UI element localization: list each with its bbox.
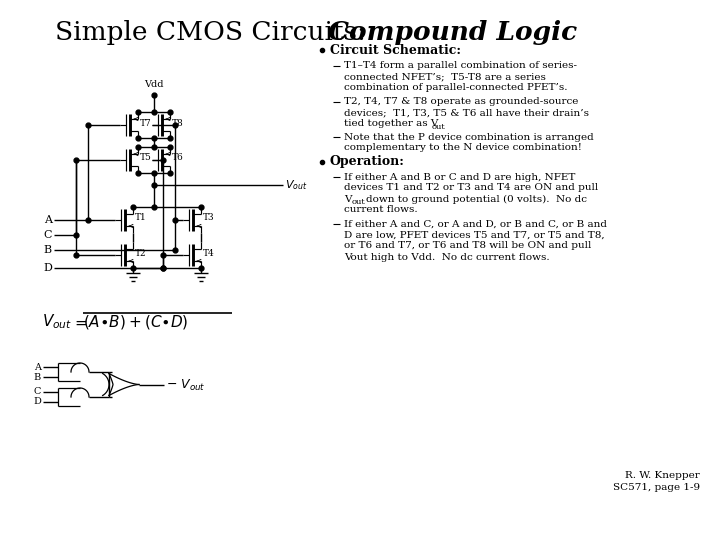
- Text: out: out: [432, 123, 446, 131]
- Text: connected NFET’s;  T5-T8 are a series: connected NFET’s; T5-T8 are a series: [344, 72, 546, 82]
- Text: $=$: $=$: [72, 314, 88, 329]
- Text: B: B: [44, 245, 52, 255]
- Text: V: V: [344, 194, 351, 204]
- Text: $(A{\bullet}B) + (C{\bullet}D)$: $(A{\bullet}B) + (C{\bullet}D)$: [83, 313, 189, 331]
- Text: If either A and B or C and D are high, NFET: If either A and B or C and D are high, N…: [344, 172, 575, 181]
- Text: C: C: [43, 230, 52, 240]
- Text: T8: T8: [172, 118, 184, 127]
- Text: complementary to the N device combination!: complementary to the N device combinatio…: [344, 144, 582, 152]
- Text: T5: T5: [140, 153, 152, 163]
- Text: current flows.: current flows.: [344, 206, 418, 214]
- Text: T1–T4 form a parallel combination of series-: T1–T4 form a parallel combination of ser…: [344, 62, 577, 71]
- Text: T4: T4: [203, 248, 215, 258]
- Text: SC571, page 1-9: SC571, page 1-9: [613, 483, 700, 492]
- Text: Circuit Schematic:: Circuit Schematic:: [330, 44, 461, 57]
- Text: A: A: [34, 362, 41, 372]
- Text: devices T1 and T2 or T3 and T4 are ON and pull: devices T1 and T2 or T3 and T4 are ON an…: [344, 184, 598, 192]
- Text: D: D: [43, 263, 52, 273]
- Text: C: C: [34, 388, 41, 396]
- Text: T2: T2: [135, 248, 147, 258]
- Text: out: out: [352, 198, 366, 206]
- Text: Simple CMOS Circuits:: Simple CMOS Circuits:: [55, 20, 382, 45]
- Text: Compound Logic: Compound Logic: [328, 20, 577, 45]
- Text: Operation:: Operation:: [330, 156, 405, 168]
- Text: Vout high to Vdd.  No dc current flows.: Vout high to Vdd. No dc current flows.: [344, 253, 549, 261]
- Text: Note that the P device combination is arranged: Note that the P device combination is ar…: [344, 132, 594, 141]
- Text: or T6 and T7, or T6 and T8 will be ON and pull: or T6 and T7, or T6 and T8 will be ON an…: [344, 241, 591, 251]
- Text: $-\ V_{out}$: $-\ V_{out}$: [166, 378, 206, 393]
- Text: T7: T7: [140, 118, 152, 127]
- Text: A: A: [44, 215, 52, 225]
- Text: devices;  T1, T3, T5 & T6 all have their drain’s: devices; T1, T3, T5 & T6 all have their …: [344, 109, 589, 118]
- Text: $V_{out}$: $V_{out}$: [42, 313, 72, 332]
- Text: Vdd: Vdd: [144, 80, 163, 89]
- Text: down to ground potential (0 volts).  No dc: down to ground potential (0 volts). No d…: [366, 194, 587, 204]
- Text: D: D: [33, 397, 41, 407]
- Text: T1: T1: [135, 213, 147, 222]
- Text: T6: T6: [172, 153, 184, 163]
- Text: B: B: [34, 373, 41, 381]
- Text: T3: T3: [203, 213, 215, 222]
- Text: R. W. Knepper: R. W. Knepper: [625, 470, 700, 480]
- Text: $V_{out}$: $V_{out}$: [285, 178, 307, 192]
- Text: D are low, PFET devices T5 and T7, or T5 and T8,: D are low, PFET devices T5 and T7, or T5…: [344, 231, 605, 240]
- Text: T2, T4, T7 & T8 operate as grounded-source: T2, T4, T7 & T8 operate as grounded-sour…: [344, 98, 578, 106]
- Text: tied together as V: tied together as V: [344, 119, 438, 129]
- Text: combination of parallel-connected PFET’s.: combination of parallel-connected PFET’s…: [344, 84, 567, 92]
- Text: If either A and C, or A and D, or B and C, or B and: If either A and C, or A and D, or B and …: [344, 219, 607, 228]
